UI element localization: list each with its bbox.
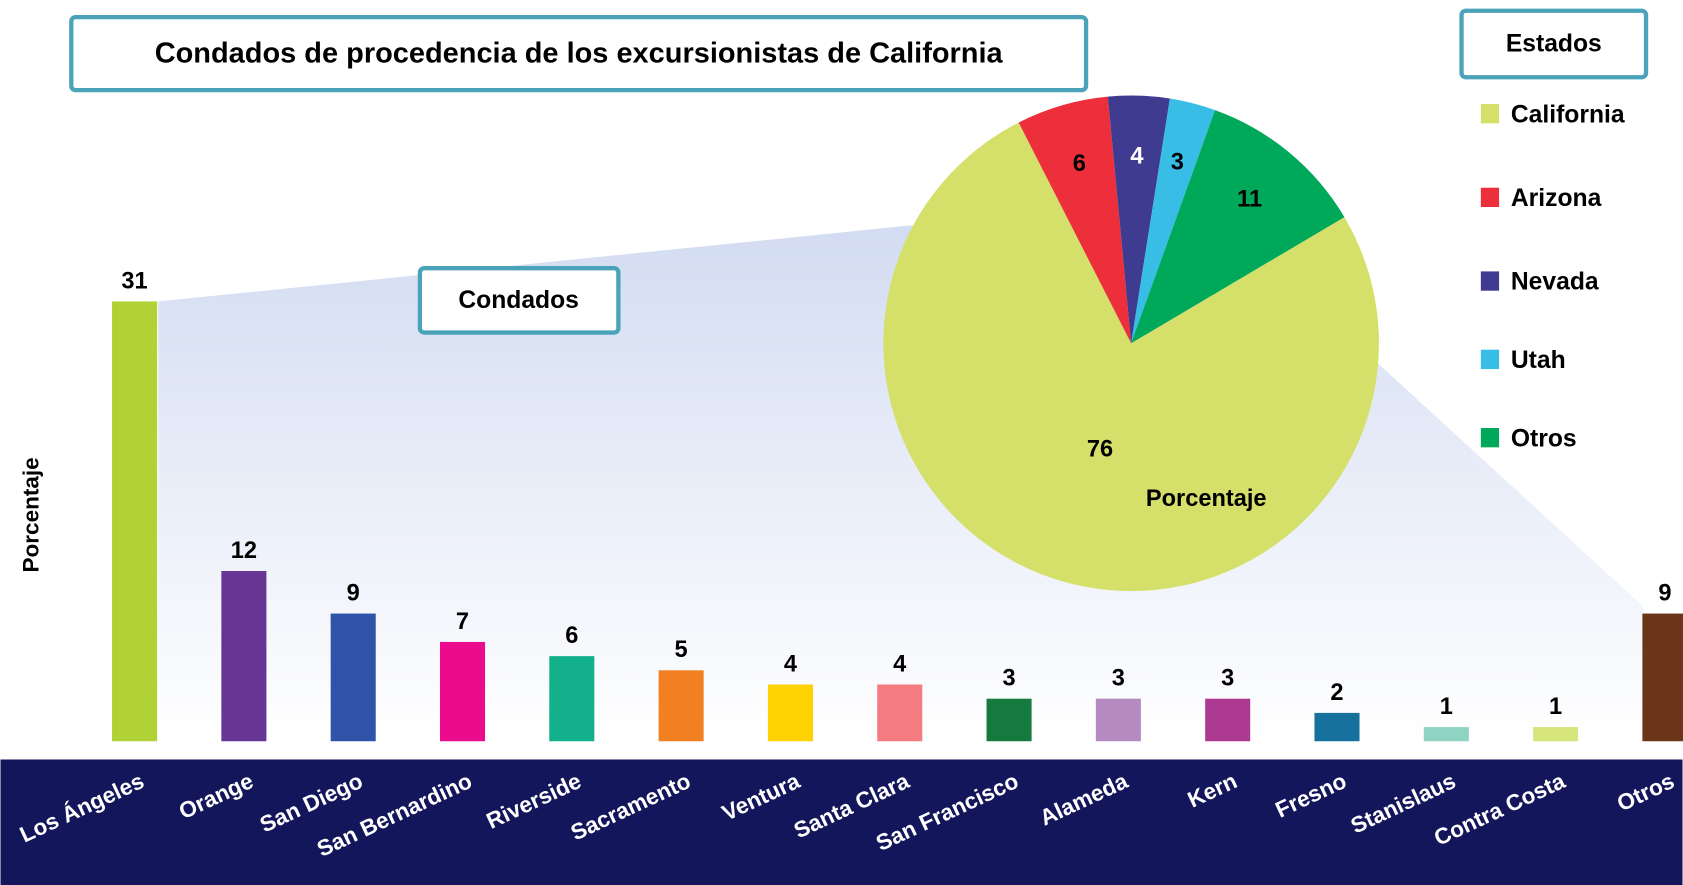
title-box [69,15,1089,93]
value-label: 1 [1549,694,1562,720]
pie-label: Porcentaje [1146,486,1267,512]
bar [221,571,267,742]
value-label: 6 [1073,151,1086,177]
bar [439,641,486,742]
value-label: 7 [456,609,469,635]
value-label: 3 [1112,666,1125,692]
legend-label: Nevada [1511,269,1599,296]
annotation: Condados [458,287,579,314]
bar [877,684,923,742]
bar [986,698,1032,742]
chart-title: Condados de procedencia de los excursion… [155,37,1004,69]
legend-swatch [1480,428,1500,448]
value-label: 4 [784,651,797,677]
bar [112,301,158,742]
value-label: 5 [675,637,688,663]
legend-label: Utah [1511,347,1566,374]
legend-swatch [1480,349,1500,370]
pie-slice [1107,95,1170,344]
value-label: 3 [1221,666,1234,692]
bar [1314,712,1360,742]
pie-slice [1131,110,1345,344]
bar [549,656,595,742]
bar [1205,698,1251,742]
value-label: 9 [1658,580,1671,606]
bar [1642,613,1683,742]
value-label: 76 [1087,437,1113,463]
y-axis-label: Porcentaje [19,457,44,572]
bar [767,684,813,742]
value-label: 1 [1440,694,1453,720]
bar [658,670,704,742]
legend-swatch [1480,271,1500,291]
legend-label: Otros [1511,425,1577,452]
value-label: 11 [1237,186,1262,212]
value-label: 2 [1330,680,1343,706]
value-label: 4 [1130,144,1143,170]
value-label: 12 [231,538,257,564]
legend-label: Arizona [1511,185,1602,212]
bar [1095,698,1141,742]
pie-slice [1131,98,1216,344]
bar [1533,727,1579,742]
value-label: 4 [893,651,906,677]
annotation-box [417,266,621,335]
legend-title: Estados [1506,31,1602,58]
legend-swatch [1480,104,1500,124]
legend-swatch [1480,187,1500,208]
category-band [0,759,1683,885]
value-label: 31 [121,268,147,294]
value-label: 9 [347,580,360,606]
legend-label: California [1511,101,1625,128]
bar [1423,727,1469,742]
pie-slice [883,122,1379,592]
legend-box [1459,8,1649,80]
bar [330,613,376,742]
value-label: 6 [565,623,578,649]
value-label: 3 [1171,149,1184,175]
value-label: 3 [1002,666,1015,692]
pie-slice [1018,96,1132,344]
